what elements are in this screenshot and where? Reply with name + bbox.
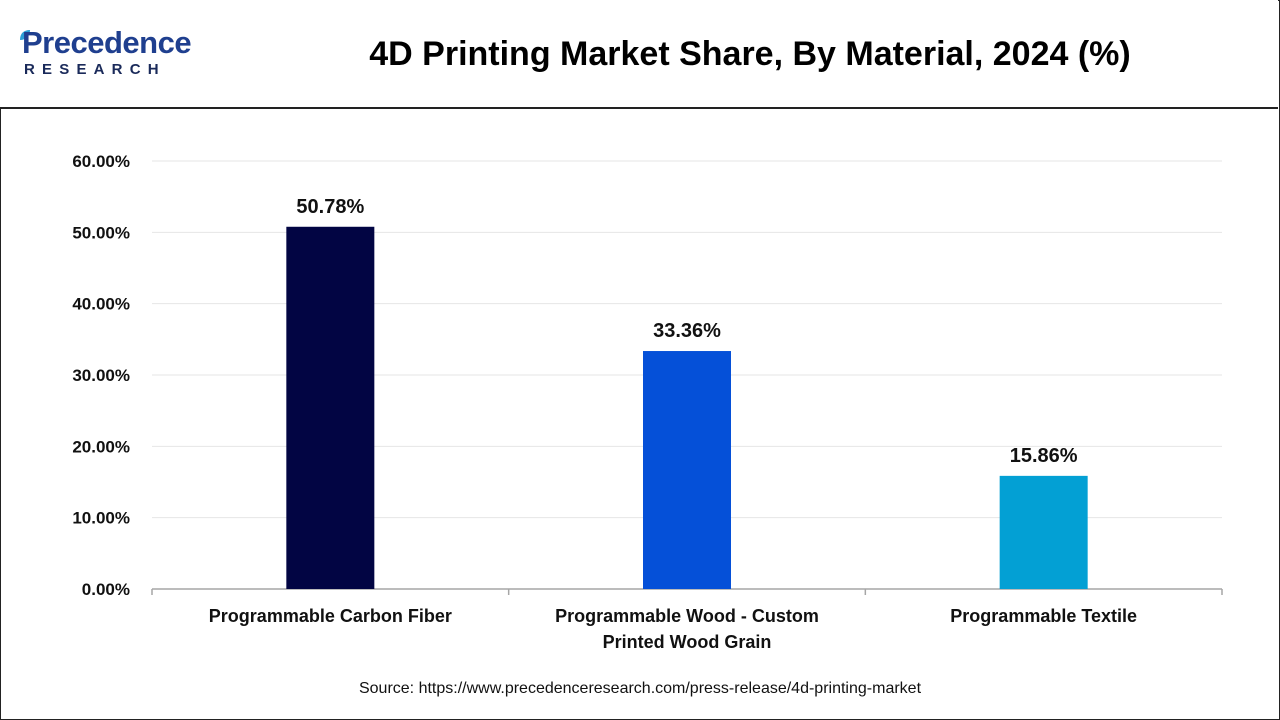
header: Precedence RESEARCH 4D Printing Market S… xyxy=(0,0,1278,109)
y-tick-label: 20.00% xyxy=(72,437,130,456)
bar xyxy=(643,351,731,589)
bar xyxy=(999,475,1088,589)
y-tick-label: 50.00% xyxy=(72,223,130,242)
brand-logo: Precedence RESEARCH xyxy=(20,25,212,82)
data-label: 33.36% xyxy=(653,320,721,342)
logo-subtitle: RESEARCH xyxy=(24,61,166,78)
y-tick-label: 40.00% xyxy=(72,295,130,314)
x-tick-label: Programmable Textile xyxy=(950,606,1137,626)
chart-title: 4D Printing Market Share, By Material, 2… xyxy=(369,35,1131,73)
leaf-icon xyxy=(20,30,30,40)
logo-wordmark: Precedence xyxy=(22,25,192,60)
y-tick-label: 60.00% xyxy=(72,152,130,171)
x-tick-label: Printed Wood Grain xyxy=(603,632,772,652)
data-label: 15.86% xyxy=(1010,445,1078,467)
x-tick-label: Programmable Carbon Fiber xyxy=(209,606,452,626)
y-tick-label: 10.00% xyxy=(72,509,130,528)
bar-chart: 0.00% 10.00% 20.00% 30.00% 40.00% 50.00% 60.00… xyxy=(72,152,1223,652)
data-label: 50.78% xyxy=(296,196,364,218)
source-note: Source: https://www.precedenceresearch.c… xyxy=(358,680,922,697)
y-tick-label: 0.00% xyxy=(82,580,130,599)
x-tick-label: Programmable Wood - Custom xyxy=(555,606,819,626)
bar xyxy=(286,226,375,589)
y-tick-label: 30.00% xyxy=(72,366,130,385)
